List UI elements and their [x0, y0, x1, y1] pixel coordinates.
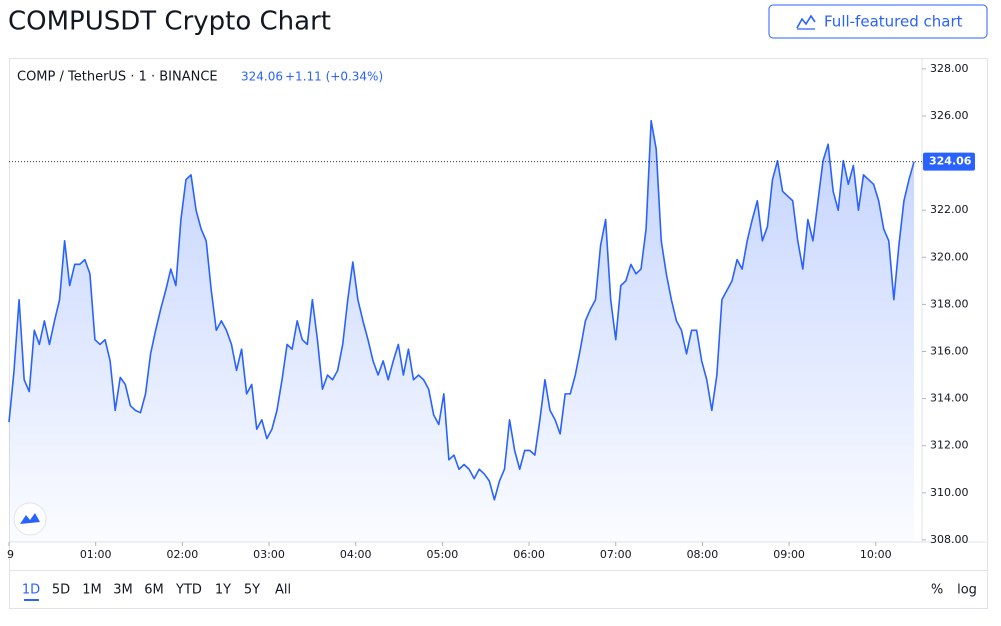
area-fill	[9, 120, 915, 542]
x-tick-label: 04:00	[340, 548, 372, 561]
range-button[interactable]: 5Y	[244, 583, 260, 598]
logo-shape	[20, 513, 40, 524]
y-tick-label: 316.00	[930, 344, 969, 357]
range-button[interactable]: YTD	[175, 583, 202, 598]
y-tick-label: 318.00	[930, 297, 969, 310]
scale-button[interactable]: %	[931, 583, 943, 598]
range-button[interactable]: 6M	[144, 583, 164, 598]
price-line	[8, 119, 915, 501]
watermark-logo	[13, 502, 47, 536]
x-tick-label: 05:00	[427, 548, 459, 561]
legend-symbol: COMP / TetherUS · 1 · BINANCE	[17, 70, 218, 85]
y-tick-label: 310.00	[930, 486, 969, 499]
x-tick-label: 09:00	[773, 548, 805, 561]
y-tick-label: 314.00	[930, 392, 969, 405]
plot	[8, 119, 922, 542]
range-button[interactable]: All	[275, 583, 291, 598]
x-tick-label: 10:00	[860, 548, 892, 561]
button-frame[interactable]	[768, 4, 988, 39]
toolbar: 1D 5D 1M 3M 6M YTD 1Y 5Y All% log	[22, 583, 977, 601]
x-tick-label: 03:00	[253, 548, 285, 561]
x-tick-label: 9	[7, 548, 14, 561]
y-tick-label: 312.00	[930, 439, 969, 452]
x-tick-label: 02:00	[167, 548, 199, 561]
range-button[interactable]: 1M	[82, 583, 102, 598]
x-tick-label: 08:00	[687, 548, 719, 561]
scale-button[interactable]: log	[957, 583, 977, 598]
last-price-box	[923, 152, 975, 171]
legend-change: +1.11 (+0.34%)	[285, 70, 383, 84]
button-icon[interactable]	[796, 14, 816, 29]
range-button[interactable]: 3M	[113, 583, 133, 598]
chart-frame	[9, 58, 988, 609]
page-title: COMPUSDT Crypto Chart	[8, 7, 331, 37]
y-tick-label: 326.00	[930, 109, 969, 122]
button-label[interactable]: Full-featured chart	[824, 13, 963, 31]
x-tick-label: 01:00	[80, 548, 112, 561]
x-tick-label: 06:00	[513, 548, 545, 561]
y-tick-label: 320.00	[930, 250, 969, 263]
logo-circle	[13, 502, 47, 536]
y-tick-label: 308.00	[930, 533, 969, 546]
range-button[interactable]: 1D	[22, 583, 40, 598]
range-button[interactable]: 1Y	[215, 583, 231, 598]
y-tick-label: 328.00	[930, 62, 969, 75]
last-price-label: 324.06	[929, 155, 972, 168]
legend-price: 324.06	[241, 70, 283, 84]
x-tick-label: 07:00	[600, 548, 632, 561]
y-tick-label: 322.00	[930, 203, 969, 216]
range-button[interactable]: 5D	[52, 583, 70, 598]
full-chart-button[interactable]: Full-featured chart	[768, 4, 988, 39]
